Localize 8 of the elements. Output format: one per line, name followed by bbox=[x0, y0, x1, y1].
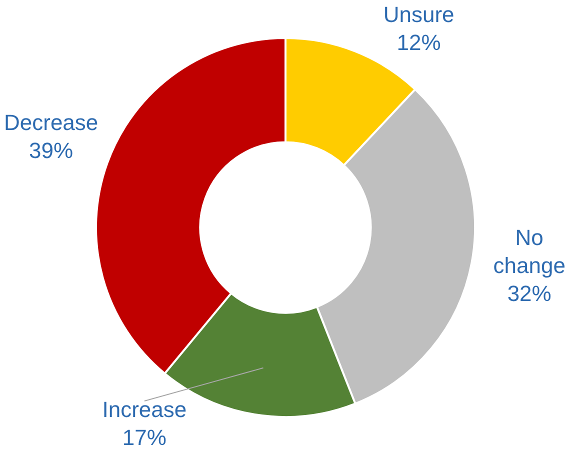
slice-label: Unsure bbox=[383, 2, 454, 28]
slice-label: Decrease bbox=[4, 110, 98, 135]
slice-label: Increase bbox=[102, 397, 187, 422]
data-label: 12% bbox=[396, 30, 441, 56]
data-label: 32% bbox=[507, 281, 552, 306]
data-label: 39% bbox=[29, 138, 74, 163]
slice-label: No change bbox=[493, 225, 566, 278]
data-label: 17% bbox=[122, 425, 166, 450]
